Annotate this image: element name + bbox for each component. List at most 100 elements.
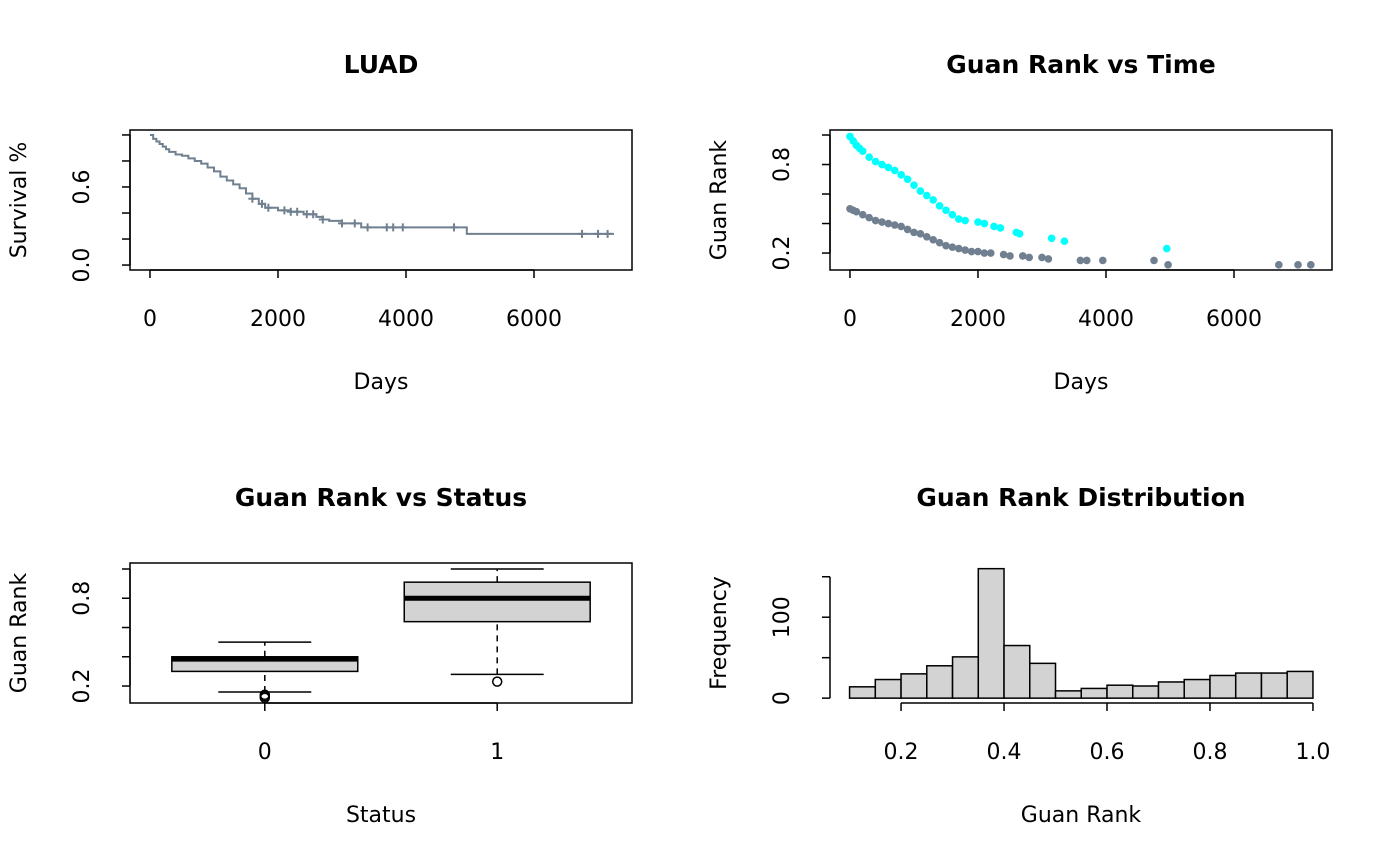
censor-mark <box>264 203 273 212</box>
point <box>910 181 918 189</box>
point <box>1275 261 1283 269</box>
point <box>1018 252 1027 260</box>
censor-mark <box>398 223 407 232</box>
point <box>935 202 944 210</box>
x-tick-label: 2000 <box>250 307 306 332</box>
plot-frame <box>129 129 633 271</box>
point <box>1098 256 1107 265</box>
bar <box>1029 662 1057 699</box>
bar <box>848 686 877 699</box>
point <box>871 216 880 225</box>
bar <box>1131 685 1160 699</box>
point <box>884 163 893 172</box>
outlier <box>259 689 271 701</box>
point <box>961 216 969 225</box>
bar <box>951 656 980 699</box>
bar <box>1260 672 1288 699</box>
bar <box>1157 681 1185 699</box>
point <box>996 224 1005 232</box>
point <box>980 249 989 257</box>
x-tick-label: 0 <box>143 307 157 332</box>
bar <box>1183 678 1211 699</box>
bar <box>1080 687 1108 699</box>
censor-mark <box>280 206 289 215</box>
point <box>878 160 886 169</box>
x-axis-label: Days <box>354 370 409 395</box>
point <box>1163 244 1171 253</box>
chart-title: Guan Rank Distribution <box>916 483 1245 512</box>
point <box>897 222 905 231</box>
point <box>1164 261 1172 269</box>
censor-mark <box>449 223 458 232</box>
point <box>858 210 867 219</box>
point <box>890 221 899 229</box>
x-tick-label: 1 <box>490 740 504 765</box>
point <box>897 171 905 179</box>
bar <box>874 678 902 699</box>
x-tick-label: 0.8 <box>1192 740 1227 765</box>
point <box>910 228 918 237</box>
censor-mark <box>337 219 346 228</box>
x-tick-label: 0.6 <box>1090 740 1125 765</box>
chart-title: LUAD <box>344 50 419 79</box>
point <box>916 187 925 195</box>
bar <box>977 567 1005 699</box>
bar <box>1209 674 1237 699</box>
x-axis-label: Guan Rank <box>1021 803 1142 828</box>
point <box>1015 230 1024 238</box>
point <box>986 249 995 257</box>
censor-mark <box>293 207 302 216</box>
point <box>990 222 998 231</box>
censor-mark <box>389 223 398 232</box>
y-tick-label: 0.8 <box>770 147 795 182</box>
survival-curve <box>149 133 615 235</box>
point <box>961 246 969 254</box>
plot-frame <box>829 129 1333 271</box>
point <box>999 250 1008 259</box>
point <box>871 157 880 166</box>
y-tick-label: 0.0 <box>70 248 95 283</box>
point <box>974 247 982 256</box>
x-tick-label: 1.0 <box>1295 740 1330 765</box>
bar <box>1003 644 1031 699</box>
point <box>942 206 950 215</box>
x-axis-label: Status <box>346 803 416 828</box>
point <box>1060 237 1069 246</box>
x-tick-label: 0.4 <box>987 740 1022 765</box>
point <box>1150 256 1158 265</box>
x-tick-label: 6000 <box>1206 307 1262 332</box>
bar <box>900 673 928 699</box>
x-tick-label: 0 <box>843 307 857 332</box>
y-tick-label: 0.2 <box>70 669 95 704</box>
censor-mark <box>363 223 372 232</box>
point <box>935 238 944 247</box>
point <box>903 175 912 184</box>
censor-mark <box>248 194 257 203</box>
bar <box>926 665 954 699</box>
y-tick-label: 100 <box>770 596 795 638</box>
chart-title: Guan Rank vs Time <box>946 50 1215 79</box>
x-tick-label: 4000 <box>378 307 434 332</box>
x-tick-label: 4000 <box>1078 307 1134 332</box>
point <box>929 235 937 244</box>
bar <box>1054 690 1083 699</box>
point <box>948 210 957 219</box>
y-tick-label: 0 <box>770 691 795 705</box>
bar <box>1106 684 1134 699</box>
y-tick-label: 0.6 <box>70 169 95 204</box>
point <box>878 218 886 226</box>
censor-mark <box>578 229 587 238</box>
point <box>1076 256 1085 265</box>
point <box>1006 252 1014 260</box>
y-axis-label: Frequency <box>707 576 732 690</box>
censor-mark <box>318 215 327 224</box>
y-axis-label: Survival % <box>7 142 32 259</box>
point <box>852 207 861 216</box>
point <box>865 153 873 161</box>
point <box>1038 253 1046 262</box>
bar <box>1286 670 1314 699</box>
point <box>890 166 899 175</box>
point <box>967 247 976 256</box>
